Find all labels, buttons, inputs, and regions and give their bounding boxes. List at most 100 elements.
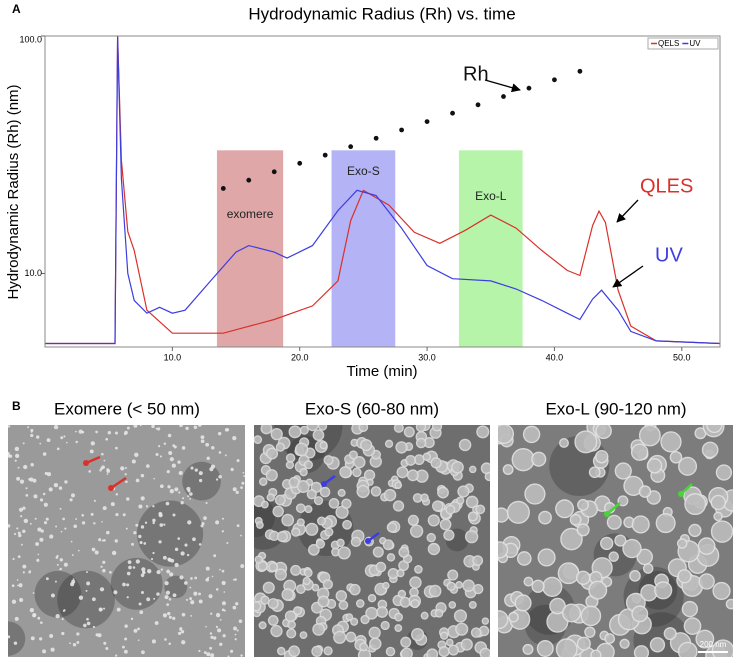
particle [138,534,142,539]
particle [307,543,320,556]
particle [165,590,171,595]
particle [230,649,234,653]
particle [695,629,715,649]
particle [114,539,119,543]
particle [138,602,142,606]
micrographs: Exomere (< 50 nm) Exo-S (60-80 nm) Exo-L (… [8,399,733,657]
particle [81,430,85,434]
particle [92,597,96,602]
particle [174,487,179,492]
particle [163,523,166,526]
particle [135,523,139,527]
shaded-region [458,150,523,347]
particle [131,459,136,464]
rh-point [552,77,557,83]
particle [124,473,127,476]
particle [514,594,532,612]
particle [173,445,177,449]
particle [172,616,176,620]
particle [174,562,179,568]
particle [16,476,21,481]
particle [103,459,106,462]
particle [631,605,649,623]
particle [15,453,20,459]
particle [588,580,608,600]
particle [205,442,210,447]
particle [335,590,348,602]
particle [166,603,170,607]
particle [159,523,164,527]
particle [409,524,424,538]
particle [267,615,279,626]
particle [272,505,284,518]
particle [655,513,676,534]
particle [240,534,242,537]
particle [13,532,17,536]
particle [303,460,313,470]
particle [234,578,237,581]
particle [40,621,43,624]
particle [140,590,144,594]
particle [234,638,237,641]
particle [72,642,77,647]
particle [312,623,326,636]
particle [232,487,237,492]
series-line [45,36,720,345]
particle [223,591,226,593]
annotation: Rh [463,63,489,85]
particle [155,452,159,457]
particle [254,555,263,564]
particle [73,524,77,529]
particle [557,562,580,585]
particle [432,500,444,512]
stain-blob [110,557,163,610]
particle [217,431,222,436]
particle [633,645,650,657]
particle [306,489,317,500]
particle [684,493,707,516]
x-tick-label: 20.0 [291,352,309,362]
particle [201,522,204,524]
particle [8,425,11,428]
particle [522,425,541,444]
particle [221,569,225,573]
particle [406,469,419,482]
particle [445,504,456,515]
particle [177,631,182,636]
particle [353,456,366,469]
particle [32,478,37,483]
particle [40,529,44,533]
particle [236,524,240,528]
x-tick-label: 10.0 [164,352,182,362]
micrograph-bg [8,425,245,657]
particle [110,502,115,507]
particle [103,641,107,645]
particle [516,551,532,566]
particle [712,581,731,601]
particle [102,560,106,564]
particle [386,553,396,562]
particle [281,588,295,601]
micrograph [8,425,245,657]
particle [227,655,230,657]
particle [382,581,390,590]
particle [629,570,641,582]
particle [338,600,349,611]
particle [575,570,591,586]
particle [71,493,75,498]
particle [349,583,361,596]
particle [198,543,202,546]
particle [25,487,28,490]
particle [22,442,25,445]
particle [146,597,151,602]
particle [304,505,313,514]
particle [312,429,325,441]
particle [394,612,403,622]
particle [542,576,563,598]
particle [226,542,229,545]
particle [200,524,204,528]
particle [102,569,106,573]
particle [420,611,429,620]
particle [215,520,220,525]
particle [502,464,514,476]
